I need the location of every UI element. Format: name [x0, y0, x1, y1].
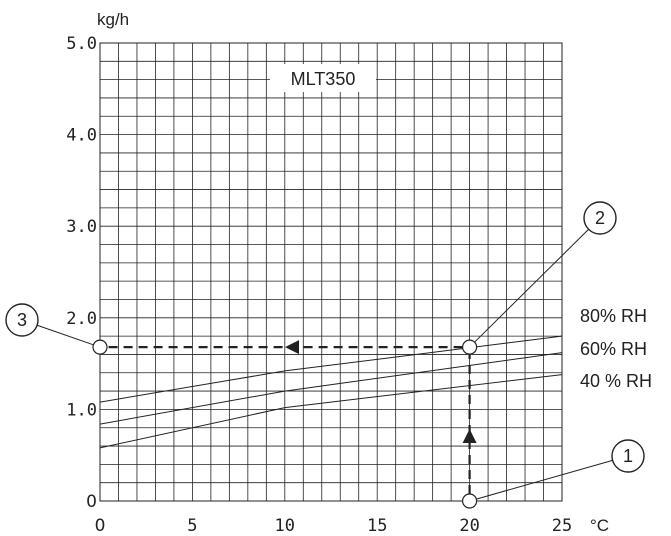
y-unit-label: kg/h — [97, 10, 129, 29]
rh-curves — [99, 335, 563, 449]
rh-curve-line — [99, 335, 563, 403]
callout-leader-line — [476, 459, 613, 500]
callout-leader-line — [36, 324, 94, 346]
reading-point-marker — [462, 339, 478, 355]
rh-series-label: 60% RH — [580, 339, 647, 359]
y-tick-label: 3.0 — [66, 217, 97, 237]
x-tick-label: 15 — [367, 516, 387, 536]
x-tick-label: 10 — [275, 516, 295, 536]
chart-grid — [100, 43, 562, 501]
callout-circle — [583, 201, 617, 235]
x-tick-label: 20 — [459, 516, 479, 536]
series-labels: 80% RH 60% RH 40 % RH — [580, 306, 652, 391]
callout-number: 3 — [17, 310, 27, 330]
reading-point-marker — [92, 339, 108, 355]
arrow-left-icon — [285, 340, 299, 355]
x-tick-label: 5 — [187, 516, 197, 536]
x-tick-label: 25 — [552, 516, 572, 536]
chart-title: MLT350 — [291, 69, 356, 89]
reading-point-marker — [462, 493, 478, 509]
callout-number: 1 — [623, 446, 633, 466]
x-unit-label: °C — [590, 516, 609, 535]
rh-series-label: 80% RH — [580, 306, 647, 326]
callout-circle — [611, 439, 645, 473]
callout-circle — [5, 303, 39, 337]
y-tick-label: 0 — [86, 492, 97, 512]
y-tick-label: 1.0 — [66, 400, 97, 420]
y-tick-label: 4.0 — [66, 126, 97, 146]
plot-frame — [99, 42, 563, 502]
x-tick-label: 0 — [95, 516, 106, 536]
rh-curve-line — [99, 352, 563, 425]
callout-number: 2 — [595, 208, 605, 228]
example-reading: 1 2 3 — [5, 201, 645, 509]
y-tick-label: 2.0 — [66, 309, 97, 329]
x-tick-labels: 0 5 10 15 20 25 — [95, 516, 573, 536]
y-tick-labels: 0 1.0 2.0 3.0 4.0 5.0 — [66, 34, 97, 512]
y-tick-label: 5.0 — [66, 34, 97, 54]
arrow-up-icon — [462, 429, 477, 443]
chart-title-background — [270, 64, 376, 92]
rh-series-label: 40 % RH — [580, 371, 652, 391]
callout-leader-line — [474, 228, 589, 343]
